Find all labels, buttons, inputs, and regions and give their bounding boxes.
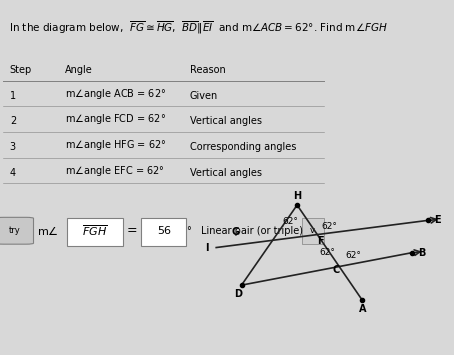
FancyBboxPatch shape: [142, 218, 186, 246]
Text: $\overline{FGH}$: $\overline{FGH}$: [82, 223, 108, 238]
Text: B: B: [418, 248, 425, 258]
Text: Corresponding angles: Corresponding angles: [190, 142, 296, 152]
Text: °: °: [186, 226, 191, 236]
Text: I: I: [205, 243, 209, 253]
Text: E: E: [434, 215, 441, 225]
Text: m$\angle$: m$\angle$: [37, 224, 59, 237]
Text: =: =: [127, 224, 137, 237]
Text: Vertical angles: Vertical angles: [190, 116, 262, 126]
FancyBboxPatch shape: [67, 218, 123, 246]
Text: Linear pair (or triple): Linear pair (or triple): [201, 226, 303, 236]
Text: m$\angle$angle EFC = 62°: m$\angle$angle EFC = 62°: [65, 164, 165, 178]
Text: Step: Step: [10, 65, 32, 75]
Text: 3: 3: [10, 142, 16, 152]
Text: G: G: [232, 227, 240, 237]
Text: F: F: [317, 236, 323, 246]
Text: Angle: Angle: [65, 65, 93, 75]
Text: Vertical angles: Vertical angles: [190, 168, 262, 178]
FancyBboxPatch shape: [301, 218, 324, 244]
FancyBboxPatch shape: [0, 217, 34, 244]
Text: m$\angle$angle HFG = 62°: m$\angle$angle HFG = 62°: [65, 138, 167, 152]
Text: m$\angle$angle FCD = 62°: m$\angle$angle FCD = 62°: [65, 113, 166, 126]
Text: A: A: [359, 304, 366, 314]
Text: In the diagram below,  $\overline{FG} \cong \overline{HG}$,  $\overline{BD} \| \: In the diagram below, $\overline{FG} \co…: [9, 19, 388, 36]
Text: m$\angle$angle ACB = 62°: m$\angle$angle ACB = 62°: [65, 87, 167, 101]
Text: Reason: Reason: [190, 65, 225, 75]
Text: 2: 2: [10, 116, 16, 126]
Text: 1: 1: [10, 91, 16, 101]
Text: Given: Given: [190, 91, 218, 101]
Text: v: v: [310, 226, 315, 235]
Text: try: try: [9, 226, 21, 235]
Text: 62°: 62°: [345, 251, 361, 260]
Text: C: C: [332, 265, 340, 275]
Text: 4: 4: [10, 168, 16, 178]
Text: 62°: 62°: [321, 222, 337, 231]
Text: H: H: [293, 191, 301, 201]
Text: 56: 56: [157, 226, 171, 236]
Text: 62°: 62°: [320, 247, 336, 257]
Text: D: D: [234, 289, 242, 299]
Text: 62°: 62°: [283, 217, 299, 226]
